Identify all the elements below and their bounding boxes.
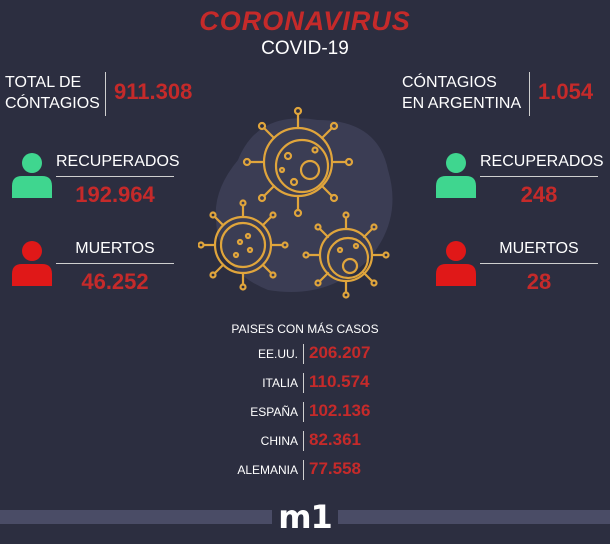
divider <box>303 402 304 422</box>
countries-list: EE.UU. 206.207 ITALIA 110.574 ESPAÑA 102… <box>200 342 410 487</box>
list-item: CHINA 82.361 <box>200 429 410 458</box>
page-subtitle: COVID-19 <box>261 38 349 59</box>
world-deaths-label: MUERTOS <box>75 240 155 257</box>
argentina-total-value: 1.054 <box>538 79 594 104</box>
person-green-icon <box>436 153 476 198</box>
country-name: ITALIA <box>262 376 298 390</box>
divider <box>480 263 598 264</box>
world-recovered-value: 192.964 <box>75 182 155 207</box>
divider <box>303 373 304 393</box>
divider <box>56 176 174 177</box>
world-total-value: 911.308 <box>114 79 193 104</box>
m1-logo: m1 <box>272 498 338 536</box>
person-red-icon <box>436 241 476 286</box>
country-value: 82.361 <box>309 430 361 449</box>
divider <box>56 263 174 264</box>
world-recovered-label: RECUPERADOS <box>56 153 180 170</box>
argentina-total-label-line2: EN ARGENTINA <box>402 95 522 112</box>
country-value: 206.207 <box>309 343 371 362</box>
argentina-total-label: CÓNTAGIOS EN ARGENTINA <box>402 72 521 114</box>
divider <box>303 460 304 480</box>
list-item: ESPAÑA 102.136 <box>200 400 410 429</box>
list-item: ITALIA 110.574 <box>200 371 410 400</box>
countries-title: PAISES CON MÁS CASOS <box>231 322 379 336</box>
country-name: CHINA <box>260 434 298 448</box>
argentina-recovered-label: RECUPERADOS <box>480 153 604 170</box>
world-total-label-line1: TOTAL DE <box>5 74 82 91</box>
world-deaths-value: 46.252 <box>81 269 149 294</box>
divider <box>480 176 598 177</box>
divider <box>529 72 530 116</box>
person-green-icon <box>12 153 52 198</box>
virus-icon <box>198 106 393 299</box>
country-name: ESPAÑA <box>250 405 298 419</box>
list-item: EE.UU. 206.207 <box>200 342 410 371</box>
divider <box>105 72 106 116</box>
world-total-label-line2: CÓNTAGIOS <box>5 95 100 112</box>
country-value: 102.136 <box>309 401 371 420</box>
person-red-icon <box>12 241 52 286</box>
argentina-recovered-value: 248 <box>520 182 558 207</box>
divider <box>303 344 304 364</box>
divider <box>303 431 304 451</box>
page-title: CORONAVIRUS <box>199 6 411 36</box>
country-value: 110.574 <box>309 372 370 391</box>
world-total-label: TOTAL DE CÓNTAGIOS <box>5 72 100 114</box>
argentina-deaths-label: MUERTOS <box>499 240 579 257</box>
country-value: 77.558 <box>309 459 361 478</box>
list-item: ALEMANIA 77.558 <box>200 458 410 487</box>
argentina-total-label-line1: CÓNTAGIOS <box>402 74 497 91</box>
argentina-deaths-value: 28 <box>526 269 552 294</box>
country-name: ALEMANIA <box>237 463 298 477</box>
country-name: EE.UU. <box>257 347 298 361</box>
